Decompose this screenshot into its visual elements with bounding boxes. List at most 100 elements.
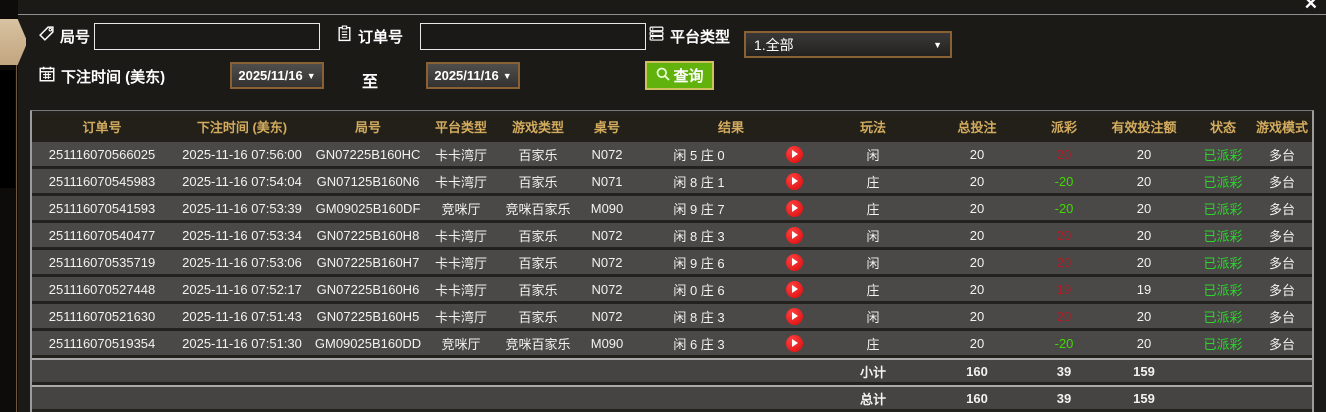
cell-platform: 卡卡湾厅 bbox=[424, 142, 498, 166]
cell-time: 2025-11-16 07:51:43 bbox=[172, 304, 312, 328]
cell-status: 已派彩 bbox=[1194, 277, 1253, 301]
cell-total-bet: 20 bbox=[920, 169, 1035, 193]
cell-replay[interactable] bbox=[762, 331, 827, 355]
replay-play-icon[interactable] bbox=[785, 199, 803, 217]
cell-mode: 多台 bbox=[1252, 196, 1312, 220]
bet-time-group: 下注时间 (美东) bbox=[38, 65, 165, 88]
replay-play-icon[interactable] bbox=[785, 253, 803, 271]
cell-play: 闲 bbox=[826, 223, 921, 247]
cell-time: 2025-11-16 07:53:34 bbox=[172, 223, 312, 247]
cell-replay[interactable] bbox=[762, 223, 827, 247]
col-play: 玩法 bbox=[826, 114, 921, 139]
cell-mode: 多台 bbox=[1252, 250, 1312, 274]
cell-status: 已派彩 bbox=[1194, 331, 1253, 355]
replay-play-icon[interactable] bbox=[785, 145, 803, 163]
platform-filter-group: 平台类型 bbox=[648, 25, 730, 47]
date-from-picker[interactable]: 2025/11/16 ▼ bbox=[230, 62, 324, 89]
replay-play-icon[interactable] bbox=[785, 226, 803, 244]
cell-result: 闲 8 庄 3 bbox=[636, 304, 762, 328]
cell-game: 百家乐 bbox=[498, 304, 578, 328]
cell-time: 2025-11-16 07:52:17 bbox=[172, 277, 312, 301]
platform-selected-value: 1.全部 bbox=[754, 36, 794, 53]
cell-order: 251116070521630 bbox=[32, 304, 172, 328]
table-body: 251116070566025 2025-11-16 07:56:00 GN0722… bbox=[32, 142, 1312, 355]
close-icon[interactable]: ✕ bbox=[1303, 0, 1318, 13]
cell-total-bet: 20 bbox=[920, 196, 1035, 220]
bet-records-panel: ✕ 局号 订单号 平台类型 1.全部 ▼ 下注时间 (美东) 2025/11/1… bbox=[18, 0, 1326, 412]
platform-select[interactable]: 1.全部 ▼ bbox=[744, 31, 952, 58]
cell-valid-bet: 19 bbox=[1094, 277, 1195, 301]
table-row: 251116070521630 2025-11-16 07:51:43 GN0722… bbox=[32, 304, 1312, 328]
grand-total-mode-empty bbox=[1252, 385, 1312, 409]
cell-valid-bet: 20 bbox=[1094, 169, 1195, 193]
table-row: 251116070535719 2025-11-16 07:53:06 GN0722… bbox=[32, 250, 1312, 274]
subtotal-status-empty bbox=[1194, 358, 1253, 382]
cell-order: 251116070519354 bbox=[32, 331, 172, 355]
replay-play-icon[interactable] bbox=[785, 307, 803, 325]
cell-order: 251116070527448 bbox=[32, 277, 172, 301]
cell-round: GN07225B160HC bbox=[312, 142, 424, 166]
cell-result: 闲 5 庄 0 bbox=[636, 142, 762, 166]
col-order: 订单号 bbox=[32, 114, 172, 139]
cell-mode: 多台 bbox=[1252, 142, 1312, 166]
cell-round: GN07225B160H7 bbox=[312, 250, 424, 274]
cell-play: 闲 bbox=[826, 304, 921, 328]
platform-label: 平台类型 bbox=[670, 28, 731, 46]
table-row: 251116070527448 2025-11-16 07:52:17 GN0722… bbox=[32, 277, 1312, 301]
cell-payout: 20 bbox=[1034, 250, 1095, 274]
subtotal-valid-bet: 159 bbox=[1094, 358, 1195, 382]
cell-payout: -20 bbox=[1034, 331, 1095, 355]
cell-game: 百家乐 bbox=[498, 223, 578, 247]
left-black-block bbox=[0, 70, 15, 188]
cell-time: 2025-11-16 07:53:06 bbox=[172, 250, 312, 274]
cell-replay[interactable] bbox=[762, 142, 827, 166]
subtotal-total-bet: 160 bbox=[920, 358, 1035, 382]
chevron-down-icon: ▼ bbox=[306, 70, 316, 81]
col-payout: 派彩 bbox=[1034, 114, 1095, 139]
cell-round: GN07125B160N6 bbox=[312, 169, 424, 193]
round-input[interactable] bbox=[94, 23, 320, 50]
order-input[interactable] bbox=[420, 23, 646, 50]
cell-order: 251116070535719 bbox=[32, 250, 172, 274]
cell-replay[interactable] bbox=[762, 196, 827, 220]
replay-play-icon[interactable] bbox=[785, 172, 803, 190]
chevron-down-icon: ▼ bbox=[502, 70, 512, 81]
cell-replay[interactable] bbox=[762, 277, 827, 301]
subtotal-payout: 39 bbox=[1034, 358, 1095, 382]
replay-play-icon[interactable] bbox=[785, 334, 803, 352]
replay-play-icon[interactable] bbox=[785, 280, 803, 298]
cell-platform: 卡卡湾厅 bbox=[424, 169, 498, 193]
cell-mode: 多台 bbox=[1252, 331, 1312, 355]
col-round: 局号 bbox=[312, 114, 424, 139]
left-tan-line bbox=[16, 62, 17, 412]
grand-total-label: 总计 bbox=[826, 385, 921, 409]
query-button[interactable]: 查询 bbox=[645, 61, 714, 90]
cell-total-bet: 20 bbox=[920, 331, 1035, 355]
cell-valid-bet: 20 bbox=[1094, 304, 1195, 328]
cell-table-no: N072 bbox=[578, 142, 636, 166]
cell-platform: 竞咪厅 bbox=[424, 331, 498, 355]
cell-round: GN07225B160H8 bbox=[312, 223, 424, 247]
cell-replay[interactable] bbox=[762, 169, 827, 193]
round-filter-group: 局号 bbox=[38, 25, 90, 47]
cell-payout: 20 bbox=[1034, 304, 1095, 328]
cell-table-no: N072 bbox=[578, 277, 636, 301]
col-game: 游戏类型 bbox=[498, 114, 578, 139]
grand-total-payout: 39 bbox=[1034, 385, 1095, 409]
calendar-icon bbox=[38, 65, 56, 88]
cell-replay[interactable] bbox=[762, 250, 827, 274]
table-row: 251116070540477 2025-11-16 07:53:34 GN0722… bbox=[32, 223, 1312, 247]
cell-valid-bet: 20 bbox=[1094, 142, 1195, 166]
table-row: 251116070541593 2025-11-16 07:53:39 GM0902… bbox=[32, 196, 1312, 220]
cell-game: 百家乐 bbox=[498, 250, 578, 274]
tag-icon bbox=[38, 25, 55, 47]
cell-mode: 多台 bbox=[1252, 304, 1312, 328]
col-status: 状态 bbox=[1194, 114, 1253, 139]
date-to-picker[interactable]: 2025/11/16 ▼ bbox=[426, 62, 520, 89]
cell-platform: 卡卡湾厅 bbox=[424, 250, 498, 274]
cell-game: 竞咪百家乐 bbox=[498, 196, 578, 220]
cell-table-no: N072 bbox=[578, 250, 636, 274]
to-label: 至 bbox=[362, 74, 379, 91]
top-divider bbox=[18, 14, 1326, 15]
cell-replay[interactable] bbox=[762, 304, 827, 328]
